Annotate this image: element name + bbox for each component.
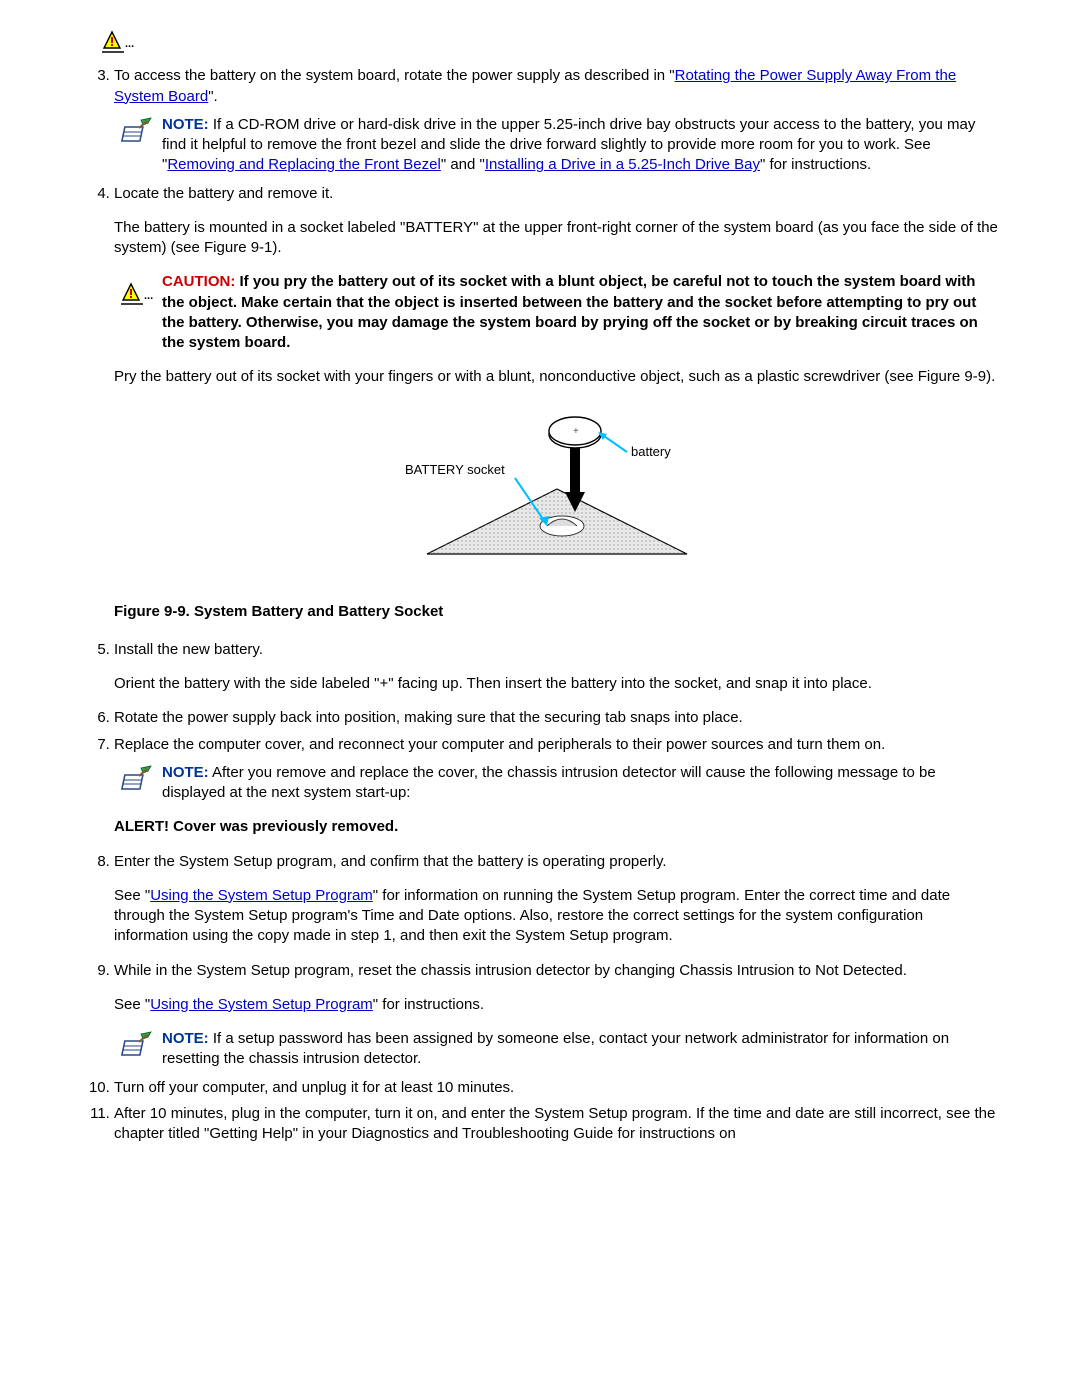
caution-label: CAUTION: xyxy=(162,273,235,290)
link-front-bezel[interactable]: Removing and Replacing the Front Bezel xyxy=(167,156,441,173)
step-4-title: Locate the battery and remove it. xyxy=(114,185,333,202)
note-1: NOTE: If a CD-ROM drive or hard-disk dri… xyxy=(114,115,1000,176)
note-3: NOTE: If a setup password has been assig… xyxy=(114,1029,1000,1070)
warning-icon: ... xyxy=(102,30,1000,60)
link-system-setup-2[interactable]: Using the System Setup Program xyxy=(150,996,373,1013)
step9-pre: See " xyxy=(114,996,150,1013)
step-6-title: Rotate the power supply back into positi… xyxy=(114,709,743,726)
step-8: Enter the System Setup program, and conf… xyxy=(114,852,1000,947)
alert-text: ALERT! Cover was previously removed. xyxy=(114,817,1000,837)
figure-9-9: + battery BATTERY socket xyxy=(114,404,1000,584)
note-label: NOTE: xyxy=(162,1030,209,1047)
step-8-title: Enter the System Setup program, and conf… xyxy=(114,853,667,870)
svg-text:+: + xyxy=(573,426,579,437)
step-3-post: ". xyxy=(208,88,218,105)
step-3: To access the battery on the system boar… xyxy=(114,66,1000,175)
step-11: After 10 minutes, plug in the computer, … xyxy=(114,1104,1000,1145)
svg-text:...: ... xyxy=(125,38,134,50)
instruction-list: To access the battery on the system boar… xyxy=(80,66,1000,1144)
svg-text:...: ... xyxy=(144,290,153,302)
note-2: NOTE: After you remove and replace the c… xyxy=(114,763,1000,804)
fig-label-socket: BATTERY socket xyxy=(405,462,505,477)
step-11-title: After 10 minutes, plug in the computer, … xyxy=(114,1105,995,1142)
step9-post: " for instructions. xyxy=(373,996,484,1013)
step-4: Locate the battery and remove it. The ba… xyxy=(114,184,1000,622)
step-5-title: Install the new battery. xyxy=(114,641,263,658)
link-525-bay[interactable]: Installing a Drive in a 5.25-Inch Drive … xyxy=(485,156,760,173)
note-label: NOTE: xyxy=(162,764,209,781)
figure-caption: Figure 9-9. System Battery and Battery S… xyxy=(114,602,1000,622)
note3-text: If a setup password has been assigned by… xyxy=(162,1030,949,1067)
step-7-title: Replace the computer cover, and reconnec… xyxy=(114,736,885,753)
warning-icon: ... xyxy=(114,272,162,316)
note-icon xyxy=(114,1029,162,1061)
step-5-p1: Orient the battery with the side labeled… xyxy=(114,674,1000,694)
step-9: While in the System Setup program, reset… xyxy=(114,961,1000,1070)
note-label: NOTE: xyxy=(162,116,209,133)
step-4-p1: The battery is mounted in a socket label… xyxy=(114,218,1000,259)
fig-label-battery: battery xyxy=(631,444,671,459)
note-icon xyxy=(114,763,162,795)
caution-text: If you pry the battery out of its socket… xyxy=(162,273,978,351)
step8-pre: See " xyxy=(114,887,150,904)
caution-1: ... CAUTION: If you pry the battery out … xyxy=(114,272,1000,353)
step-10-title: Turn off your computer, and unplug it fo… xyxy=(114,1079,514,1096)
note-icon xyxy=(114,115,162,147)
link-system-setup-1[interactable]: Using the System Setup Program xyxy=(150,887,373,904)
step-3-pre: To access the battery on the system boar… xyxy=(114,67,675,84)
note2-text: After you remove and replace the cover, … xyxy=(162,764,936,801)
note1-t2: " for instructions. xyxy=(760,156,871,173)
step-6: Rotate the power supply back into positi… xyxy=(114,708,1000,728)
step-7: Replace the computer cover, and reconnec… xyxy=(114,735,1000,838)
note1-mid: " and " xyxy=(441,156,485,173)
step-5: Install the new battery. Orient the batt… xyxy=(114,640,1000,695)
step-10: Turn off your computer, and unplug it fo… xyxy=(114,1078,1000,1098)
step-4-p2: Pry the battery out of its socket with y… xyxy=(114,367,1000,387)
step-9-title: While in the System Setup program, reset… xyxy=(114,962,907,979)
